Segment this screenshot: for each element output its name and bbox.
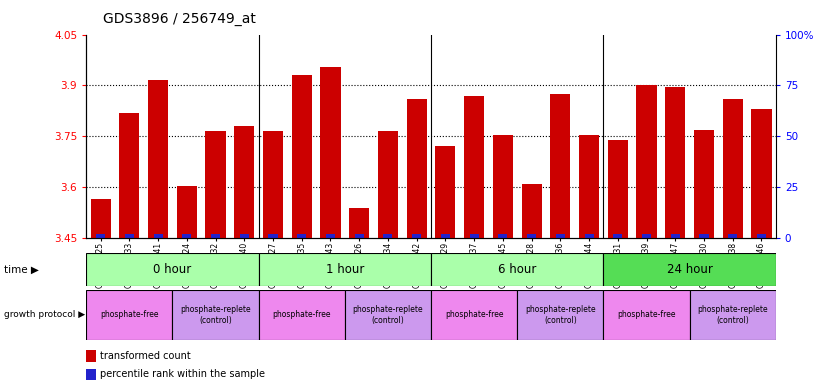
Bar: [694, 129, 714, 238]
Bar: [154, 233, 163, 238]
Bar: [182, 233, 191, 238]
Bar: [96, 233, 105, 238]
Text: phosphate-free: phosphate-free: [617, 310, 676, 319]
Bar: [757, 233, 766, 238]
Bar: [690, 290, 776, 340]
Text: phosphate-replete
(control): phosphate-replete (control): [180, 305, 251, 324]
Bar: [603, 253, 776, 286]
Bar: [431, 253, 603, 286]
Bar: [240, 233, 249, 238]
Bar: [751, 109, 772, 238]
Bar: [86, 290, 172, 340]
Bar: [172, 290, 259, 340]
Text: phosphate-free: phosphate-free: [100, 310, 158, 319]
Bar: [125, 233, 134, 238]
Bar: [521, 184, 542, 238]
Text: time ▶: time ▶: [4, 265, 39, 275]
Bar: [263, 131, 283, 238]
Bar: [148, 80, 168, 238]
Bar: [636, 86, 657, 238]
Bar: [234, 126, 255, 238]
Text: phosphate-free: phosphate-free: [273, 310, 331, 319]
Bar: [498, 233, 507, 238]
Text: 24 hour: 24 hour: [667, 263, 713, 276]
Bar: [556, 233, 565, 238]
Text: GDS3896 / 256749_at: GDS3896 / 256749_at: [103, 12, 255, 25]
Bar: [297, 233, 306, 238]
Bar: [671, 233, 680, 238]
Bar: [431, 290, 517, 340]
Bar: [722, 99, 743, 238]
Bar: [383, 233, 392, 238]
Bar: [205, 131, 226, 238]
Bar: [470, 233, 479, 238]
Bar: [86, 253, 259, 286]
Bar: [550, 94, 571, 238]
Text: growth protocol ▶: growth protocol ▶: [4, 310, 85, 319]
Bar: [320, 67, 341, 238]
Bar: [728, 233, 737, 238]
Bar: [608, 140, 628, 238]
Bar: [613, 233, 622, 238]
Bar: [406, 99, 427, 238]
Bar: [665, 87, 686, 238]
Text: 6 hour: 6 hour: [498, 263, 536, 276]
Text: phosphate-replete
(control): phosphate-replete (control): [525, 305, 596, 324]
Text: phosphate-replete
(control): phosphate-replete (control): [697, 305, 768, 324]
Bar: [517, 290, 603, 340]
Text: phosphate-replete
(control): phosphate-replete (control): [352, 305, 424, 324]
Bar: [699, 233, 709, 238]
Bar: [326, 233, 335, 238]
Bar: [90, 199, 111, 238]
Bar: [441, 233, 450, 238]
Text: 0 hour: 0 hour: [154, 263, 191, 276]
Bar: [119, 113, 140, 238]
Bar: [464, 96, 484, 238]
Bar: [349, 207, 369, 238]
Bar: [378, 131, 398, 238]
Bar: [493, 135, 513, 238]
Text: transformed count: transformed count: [100, 351, 191, 361]
Bar: [211, 233, 220, 238]
Text: phosphate-free: phosphate-free: [445, 310, 503, 319]
Bar: [579, 135, 599, 238]
Bar: [177, 185, 197, 238]
Bar: [412, 233, 421, 238]
Bar: [259, 290, 345, 340]
Bar: [527, 233, 536, 238]
Bar: [259, 253, 431, 286]
Text: 1 hour: 1 hour: [326, 263, 364, 276]
Bar: [345, 290, 431, 340]
Bar: [355, 233, 364, 238]
Text: percentile rank within the sample: percentile rank within the sample: [100, 369, 265, 379]
Bar: [268, 233, 277, 238]
Bar: [291, 75, 312, 238]
Bar: [435, 146, 456, 238]
Bar: [603, 290, 690, 340]
Bar: [585, 233, 594, 238]
Bar: [642, 233, 651, 238]
